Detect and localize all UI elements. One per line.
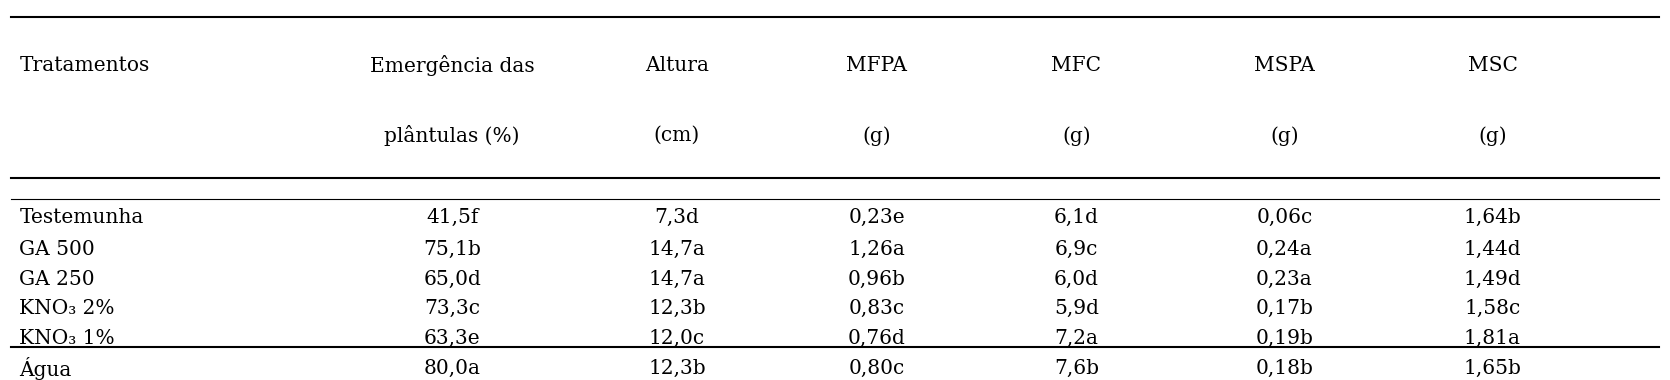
Text: 7,2a: 7,2a xyxy=(1054,329,1099,348)
Text: 0,76d: 0,76d xyxy=(848,329,905,348)
Text: 0,96b: 0,96b xyxy=(848,269,905,288)
Text: Testemunha: Testemunha xyxy=(20,208,144,227)
Text: MSPA: MSPA xyxy=(1254,56,1314,75)
Text: plântulas (%): plântulas (%) xyxy=(384,125,519,146)
Text: KNO₃ 2%: KNO₃ 2% xyxy=(20,299,115,318)
Text: 0,83c: 0,83c xyxy=(848,299,905,318)
Text: 0,06c: 0,06c xyxy=(1256,208,1313,227)
Text: 1,64b: 1,64b xyxy=(1463,208,1521,227)
Text: 6,9c: 6,9c xyxy=(1055,240,1099,259)
Text: 7,3d: 7,3d xyxy=(655,208,700,227)
Text: 0,18b: 0,18b xyxy=(1256,359,1313,378)
Text: GA 500: GA 500 xyxy=(20,240,95,259)
Text: 1,81a: 1,81a xyxy=(1465,329,1521,348)
Text: (g): (g) xyxy=(1478,126,1506,146)
Text: 1,65b: 1,65b xyxy=(1463,359,1521,378)
Text: 73,3c: 73,3c xyxy=(424,299,481,318)
Text: Água: Água xyxy=(20,357,72,380)
Text: GA 250: GA 250 xyxy=(20,269,95,288)
Text: 80,0a: 80,0a xyxy=(424,359,481,378)
Text: (g): (g) xyxy=(1062,126,1091,146)
Text: 5,9d: 5,9d xyxy=(1054,299,1099,318)
Text: 0,24a: 0,24a xyxy=(1256,240,1313,259)
Text: Altura: Altura xyxy=(645,56,708,75)
Text: 12,3b: 12,3b xyxy=(648,299,706,318)
Text: 12,0c: 12,0c xyxy=(650,329,705,348)
Text: 1,26a: 1,26a xyxy=(848,240,905,259)
Text: Tratamentos: Tratamentos xyxy=(20,56,150,75)
Text: MSC: MSC xyxy=(1468,56,1518,75)
Text: (cm): (cm) xyxy=(653,126,700,145)
Text: 0,19b: 0,19b xyxy=(1256,329,1313,348)
Text: 6,1d: 6,1d xyxy=(1054,208,1099,227)
Text: 12,3b: 12,3b xyxy=(648,359,706,378)
Text: 1,44d: 1,44d xyxy=(1463,240,1521,259)
Text: 1,58c: 1,58c xyxy=(1465,299,1521,318)
Text: 14,7a: 14,7a xyxy=(648,240,705,259)
Text: KNO₃ 1%: KNO₃ 1% xyxy=(20,329,115,348)
Text: 7,6b: 7,6b xyxy=(1054,359,1099,378)
Text: 0,23e: 0,23e xyxy=(848,208,905,227)
Text: MFPA: MFPA xyxy=(847,56,907,75)
Text: Emergência das: Emergência das xyxy=(369,55,534,76)
Text: 0,17b: 0,17b xyxy=(1256,299,1313,318)
Text: 41,5f: 41,5f xyxy=(426,208,478,227)
Text: 6,0d: 6,0d xyxy=(1054,269,1099,288)
Text: 75,1b: 75,1b xyxy=(423,240,481,259)
Text: MFC: MFC xyxy=(1052,56,1101,75)
Text: (g): (g) xyxy=(862,126,890,146)
Text: (g): (g) xyxy=(1271,126,1299,146)
Text: 63,3e: 63,3e xyxy=(424,329,481,348)
Text: 0,80c: 0,80c xyxy=(848,359,905,378)
Text: 1,49d: 1,49d xyxy=(1463,269,1521,288)
Text: 65,0d: 65,0d xyxy=(423,269,481,288)
Text: 0,23a: 0,23a xyxy=(1256,269,1313,288)
Text: 14,7a: 14,7a xyxy=(648,269,705,288)
